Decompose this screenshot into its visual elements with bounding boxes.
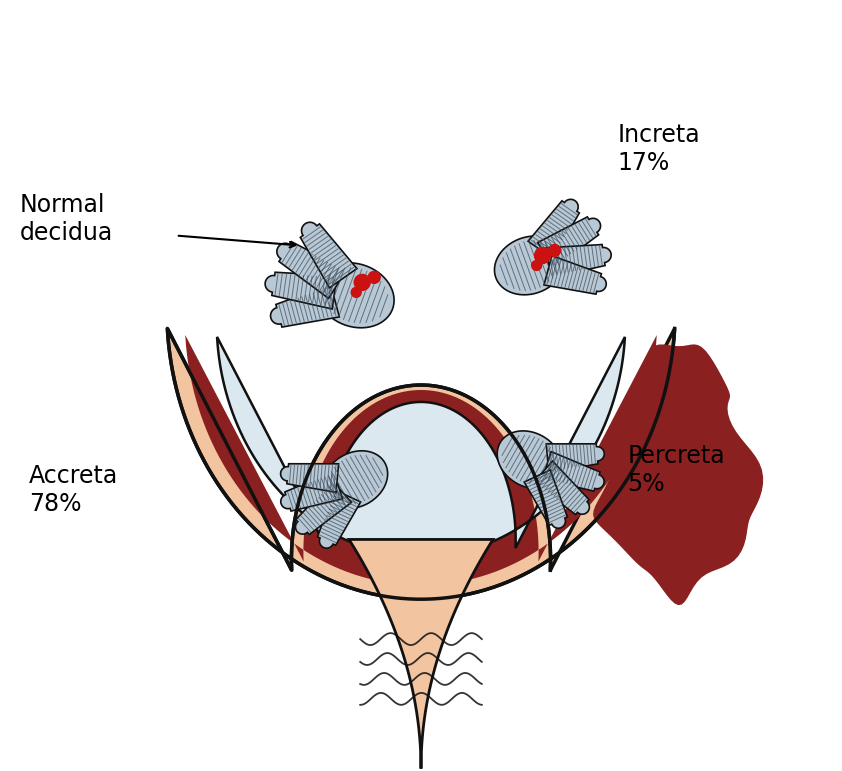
Polygon shape xyxy=(494,236,565,295)
Text: Percreta
5%: Percreta 5% xyxy=(627,444,725,496)
Text: Increta
17%: Increta 17% xyxy=(617,123,700,175)
Circle shape xyxy=(531,261,541,271)
Polygon shape xyxy=(317,490,360,548)
Polygon shape xyxy=(317,263,394,328)
Circle shape xyxy=(351,288,361,298)
Circle shape xyxy=(549,244,561,257)
Polygon shape xyxy=(546,444,605,473)
Polygon shape xyxy=(498,431,562,489)
Polygon shape xyxy=(349,540,493,769)
Polygon shape xyxy=(277,241,346,298)
Polygon shape xyxy=(168,328,674,599)
Polygon shape xyxy=(542,452,604,491)
Polygon shape xyxy=(280,472,343,511)
Circle shape xyxy=(354,274,370,291)
Polygon shape xyxy=(296,481,351,534)
Polygon shape xyxy=(280,463,338,493)
Polygon shape xyxy=(217,337,625,557)
Polygon shape xyxy=(533,461,589,514)
Polygon shape xyxy=(270,284,339,327)
Polygon shape xyxy=(265,272,337,309)
Circle shape xyxy=(535,247,551,264)
Polygon shape xyxy=(322,451,387,509)
Polygon shape xyxy=(538,217,600,268)
Polygon shape xyxy=(546,244,611,278)
Polygon shape xyxy=(593,345,763,605)
Circle shape xyxy=(368,271,380,284)
Polygon shape xyxy=(185,335,657,585)
Polygon shape xyxy=(301,222,357,288)
Polygon shape xyxy=(528,200,579,258)
Text: Accreta
78%: Accreta 78% xyxy=(29,463,119,516)
Polygon shape xyxy=(525,470,568,528)
Text: Normal
decidua: Normal decidua xyxy=(19,193,113,244)
Polygon shape xyxy=(544,256,606,295)
